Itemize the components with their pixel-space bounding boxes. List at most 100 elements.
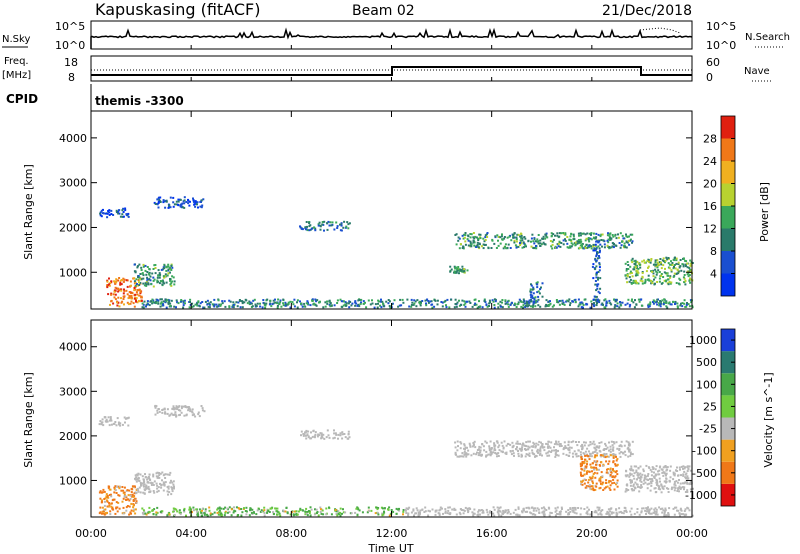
power-point: [670, 281, 673, 284]
velocity-point: [637, 476, 640, 479]
power-point: [532, 288, 535, 291]
velocity-point: [240, 514, 243, 517]
velocity-point: [603, 487, 606, 490]
power-point: [500, 305, 502, 308]
power-point: [309, 304, 312, 307]
power-point: [201, 204, 204, 207]
velocity-point: [525, 453, 528, 456]
velocity-point: [338, 513, 341, 516]
power-point: [510, 239, 513, 242]
power-point: [458, 247, 461, 250]
velocity-point: [593, 443, 596, 446]
power-point: [557, 242, 560, 245]
power-point: [599, 249, 601, 252]
velocity-point: [620, 451, 623, 454]
power-point: [164, 273, 167, 276]
power-point: [171, 266, 174, 269]
velocity-point: [599, 512, 602, 515]
velocity-point: [137, 479, 140, 482]
velocity-point: [684, 473, 687, 476]
velocity-point: [183, 414, 186, 417]
power-point: [534, 301, 537, 304]
power-point: [319, 228, 322, 231]
power-point: [630, 299, 633, 302]
velocity-point: [107, 505, 110, 508]
power-point: [134, 281, 137, 284]
power-point: [120, 283, 123, 286]
velocity-point: [513, 454, 515, 457]
velocity-point: [467, 511, 470, 514]
power-point: [446, 298, 449, 301]
power-point: [413, 299, 416, 302]
power-point: [463, 271, 466, 274]
velocity-point: [194, 415, 197, 418]
velocity-point: [673, 480, 676, 483]
velocity-point: [159, 482, 161, 485]
velocity-point: [176, 408, 179, 411]
power-point: [473, 241, 476, 244]
power-point: [115, 281, 118, 284]
velocity-point: [134, 491, 137, 494]
power-point: [493, 306, 496, 309]
velocity-point: [584, 454, 587, 457]
velocity-point: [133, 508, 136, 511]
velocity-point: [458, 455, 461, 458]
velocity-point: [189, 508, 192, 511]
power-point: [261, 306, 264, 309]
power-point: [170, 269, 173, 271]
velocity-point: [543, 513, 546, 516]
velocity-point: [102, 424, 105, 427]
power-point: [522, 241, 525, 244]
power-point: [596, 287, 599, 290]
velocity-point: [583, 473, 586, 476]
velocity-point: [502, 446, 505, 449]
velocity-point: [555, 440, 557, 443]
velocity-point: [469, 445, 472, 448]
power-point: [568, 298, 571, 301]
velocity-point: [485, 508, 488, 511]
power-point: [129, 280, 132, 283]
power-point: [143, 284, 146, 287]
velocity-point: [598, 506, 601, 509]
power-point: [509, 303, 512, 306]
power-point: [458, 268, 461, 271]
velocity-point: [631, 481, 633, 484]
velocity-point: [473, 440, 476, 443]
power-point: [112, 293, 115, 296]
velocity-point: [612, 449, 615, 452]
power-point: [663, 260, 665, 263]
velocity-point: [295, 512, 298, 515]
velocity-point: [583, 441, 585, 444]
power-point: [141, 272, 144, 275]
power-point: [284, 301, 287, 304]
power-point: [651, 281, 654, 284]
velocity-point: [686, 470, 689, 472]
velocity-point: [156, 476, 159, 479]
velocity-point: [560, 506, 563, 509]
velocity-point: [514, 508, 517, 511]
velocity-point: [630, 467, 633, 470]
power-point: [499, 236, 502, 239]
power-point: [532, 302, 535, 305]
power-point: [122, 298, 125, 300]
velocity-point: [600, 441, 603, 444]
velocity-point: [176, 510, 179, 513]
power-point: [592, 243, 595, 246]
power-point: [453, 270, 456, 273]
velocity-point: [564, 445, 567, 448]
power-point: [456, 301, 459, 304]
power-point: [660, 282, 663, 285]
power-point: [183, 199, 186, 202]
power-point: [679, 265, 682, 268]
power-point: [441, 305, 444, 308]
power-point: [119, 283, 122, 286]
velocity-point: [656, 482, 659, 485]
velocity-point: [647, 473, 650, 475]
power-point: [541, 282, 544, 285]
power-point: [349, 301, 352, 303]
nave-label: Nave: [744, 66, 770, 77]
velocity-point: [157, 408, 160, 411]
power-point: [584, 239, 587, 242]
power-point: [146, 266, 149, 268]
power-point: [530, 291, 533, 294]
